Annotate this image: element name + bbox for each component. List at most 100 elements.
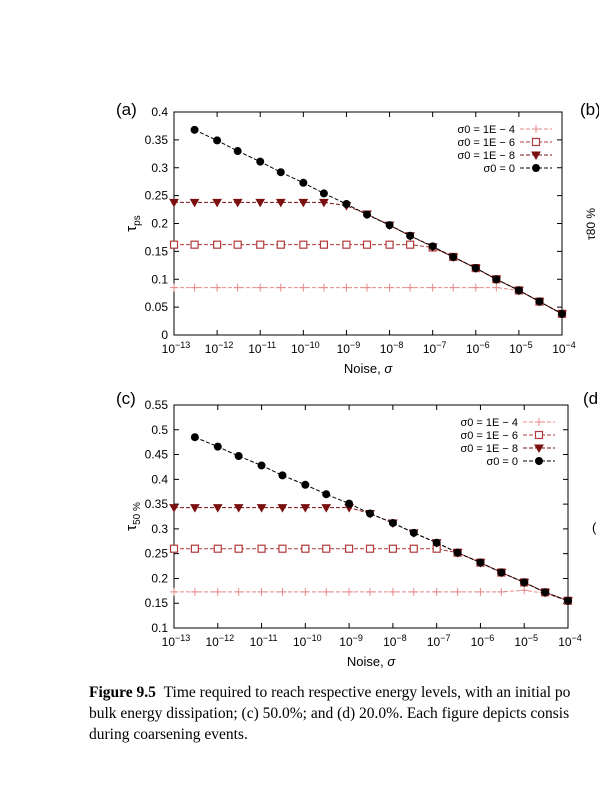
panel-c-series-0-point <box>278 587 287 596</box>
panel-a-series-2-point <box>232 198 243 208</box>
panel-c-series-2-point <box>190 504 200 513</box>
panel-c-series-0-point <box>409 587 418 596</box>
panel-a-ytick-label: 0.3 <box>151 161 168 175</box>
panel-a-series-2-point <box>189 198 200 208</box>
panel-a-xtick-label: 10−9 <box>337 340 361 356</box>
panel-a-series-2-point <box>255 198 266 208</box>
panel-a-x-axis-label: Noise, σ <box>344 361 393 376</box>
panel-a-series-0-point <box>385 283 394 292</box>
panel-c-xtick-label: 10−5 <box>514 633 538 649</box>
panel-a-ytick-label: 0.35 <box>145 133 169 147</box>
panel-a-series-1-point <box>233 240 242 249</box>
panel-a-series-2-point <box>319 198 329 208</box>
panel-c-xtick-label: 10−8 <box>383 633 407 649</box>
panel-a-legend-marker-1 <box>531 137 541 147</box>
panel-c-series-3-point <box>432 538 441 547</box>
panel-c-series-2-point <box>256 504 267 513</box>
panel-a-series-0-point <box>428 283 437 292</box>
panel-a-series-0-point <box>449 283 458 292</box>
panel-c-xtick-label: 10−10 <box>293 633 322 649</box>
panel-c-xtick-label: 10−9 <box>339 633 363 649</box>
panel-label-c: (c) <box>116 389 136 408</box>
panel-a-xtick-label: 10−12 <box>205 340 234 356</box>
panel-c-xtick-label: 10−4 <box>558 633 582 649</box>
panel-c-legend-marker-2 <box>534 444 544 454</box>
panel-a-series-1-point <box>213 240 222 249</box>
panel-c-ytick-label: 0.2 <box>151 571 168 585</box>
panel-c-series-2-point <box>169 504 179 513</box>
panel-c-series-0-point <box>453 587 462 596</box>
panel-c-ytick-label: 0.55 <box>145 398 169 412</box>
panel-c-series-0-point <box>190 587 199 596</box>
panel-a-series-2-point <box>212 198 222 208</box>
panel-c-series-3-point <box>278 471 287 480</box>
panel-c-series-0-point <box>345 587 354 596</box>
panel-a-y-axis-label: τps <box>123 215 143 232</box>
panel-a-legend-marker-3 <box>532 164 540 172</box>
panel-c-xtick-label: 10−13 <box>162 633 191 649</box>
caption-line-1: Time required to reach respective energy… <box>163 684 571 701</box>
panel-c-series-1-point <box>388 544 397 553</box>
panel-c-series-3-point <box>190 433 199 442</box>
panel-c-series-3-point <box>541 588 550 597</box>
figure-caption: Figure 9.5 Time required to reach respec… <box>89 682 599 745</box>
panel-a-series-0-point <box>299 283 308 292</box>
panel-c-series-3-point <box>564 596 572 605</box>
panel-c-series-1-point <box>365 544 375 553</box>
panel-c-series-0-point <box>476 587 485 596</box>
panel-a-ytick-label: 0.2 <box>151 217 168 231</box>
panel-c-series-0-point <box>170 587 178 596</box>
panel-c-ytick-label: 0.5 <box>151 423 168 437</box>
panel-d-fragment: ( <box>592 520 597 535</box>
panel-c-series-3-point <box>322 490 331 499</box>
panel-c-series-1-line <box>174 548 569 602</box>
panel-a-series-3-point <box>363 210 372 219</box>
panel-c-series-1-point <box>409 544 418 553</box>
panel-c-series-1-point <box>234 544 243 553</box>
panel-a-ytick-label: 0.4 <box>151 105 168 119</box>
panel-c-series-0-point <box>432 587 441 596</box>
panel-a-series-1-point <box>190 240 199 249</box>
panel-a-series-0-point <box>319 283 328 292</box>
panel-a-series-1-point <box>362 240 372 249</box>
panel-a-series-0-point <box>406 283 415 292</box>
panel-a-series-1-point <box>276 240 285 249</box>
panel-a-series-3-point <box>233 147 242 156</box>
panel-c-series-3-point <box>520 578 529 587</box>
panel-c-legend-label-1: σ0 = 1E − 6 <box>460 430 518 442</box>
panel-c-ytick-label: 0.3 <box>151 522 168 536</box>
panel-c-series-2-point <box>233 504 244 513</box>
panel-a-series-3-point <box>514 286 523 295</box>
panel-c-series-2-point <box>321 504 332 513</box>
panel-c-legend-label-0: σ0 = 1E − 4 <box>460 417 518 429</box>
panel-a-series-3-point <box>190 125 199 134</box>
panel-c-series-0-point <box>213 587 222 596</box>
panel-c-series-0-point <box>520 586 529 595</box>
panel-a-legend-marker-0 <box>532 125 540 133</box>
panel-a-series-0-point <box>363 283 372 292</box>
panel-a-xtick-label: 10−6 <box>466 340 490 356</box>
panel-c-legend-marker-1 <box>534 430 544 440</box>
panel-a-series-3-line <box>194 129 563 315</box>
panel-c-series-0-point <box>497 587 506 596</box>
panel-a-series-0-point <box>170 283 178 292</box>
panel-label-d: (d <box>583 389 599 408</box>
panel-a-series-3-point <box>342 199 351 208</box>
panel-c-series-3-point <box>409 528 418 537</box>
panel-a-series-3-point <box>406 231 415 240</box>
panel-a-series-3-point <box>256 157 265 166</box>
panel-label-a: (a) <box>116 100 137 119</box>
panel-c-series-3-point <box>301 480 310 489</box>
panel-a-xtick-label: 10−4 <box>552 340 576 356</box>
panel-c-xtick-label: 10−12 <box>205 633 234 649</box>
panel-c-series-2-point <box>300 504 311 513</box>
panel-a-series-1-point <box>342 240 351 249</box>
panel-c-series-3-point <box>257 461 266 470</box>
caption-line-2: bulk energy dissipation; (c) 50.0%; and … <box>89 705 570 722</box>
panel-c-series-0-point <box>257 587 266 596</box>
panel-c-series-1-point <box>257 544 266 553</box>
caption-line-3: during coarsening events. <box>89 726 248 743</box>
panel-c-series-1-point <box>169 544 179 553</box>
panel-a-series-3-point <box>276 168 285 177</box>
